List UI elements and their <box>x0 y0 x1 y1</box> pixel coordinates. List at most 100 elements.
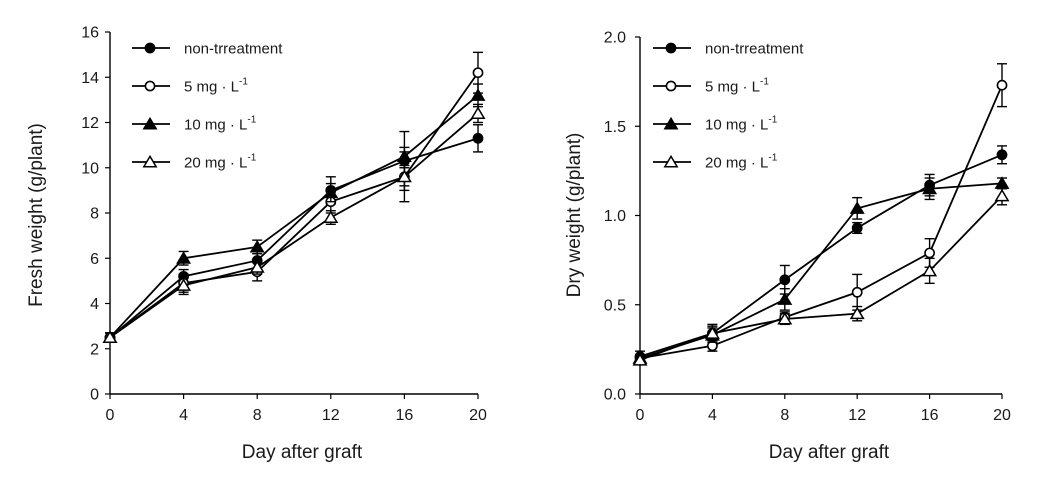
fresh-y-tick-label: 8 <box>90 206 99 223</box>
dry-data-point <box>996 149 1008 161</box>
fresh-data-point <box>396 149 412 162</box>
fresh-y-tick-label: 16 <box>81 25 99 42</box>
fresh-y-tick-label: 4 <box>90 296 99 313</box>
legend-label-text: non-trreatment <box>705 41 804 58</box>
fresh-x-axis-title: Day after graft <box>242 442 363 463</box>
dry-data-point <box>994 188 1010 202</box>
legend-marker <box>665 80 677 92</box>
fresh-data-point <box>102 330 118 343</box>
legend-marker <box>663 116 679 130</box>
dry-x-tick-label: 20 <box>993 407 1011 424</box>
dry-y-tick-label: 1.0 <box>604 208 626 225</box>
legend-label-text: 20 mg · L <box>184 155 247 172</box>
legend-label: 20 mg · L-1 <box>184 153 257 172</box>
dry-data-point <box>704 326 720 339</box>
dry-y-tick-label: 2.0 <box>604 30 626 47</box>
dry-y-tick-label: 1.5 <box>604 119 626 136</box>
legend-label-text: 10 mg · L <box>705 117 768 134</box>
fresh-data-point <box>472 132 484 144</box>
legend-label-exponent: -1 <box>247 153 256 164</box>
fresh-data-point <box>472 67 484 79</box>
fresh-weight-panel: 0 2 4 6 8 10 12 14 16 0 4 8 12 16 20 non-trreatment 5 mg… <box>26 25 487 464</box>
dry-data-point <box>849 306 865 320</box>
legend-label: 10 mg · L-1 <box>705 115 778 134</box>
dry-series-line <box>639 182 1003 360</box>
fresh-y-tick-label: 0 <box>90 387 99 404</box>
dry-data-point <box>851 222 863 234</box>
dry-y-tick-label: 0.0 <box>604 387 626 404</box>
fresh-x-tick-label: 12 <box>322 407 340 424</box>
legend-label: 10 mg · L-1 <box>184 115 257 134</box>
fresh-x-tick-label: 8 <box>253 407 262 424</box>
legend-label-exponent: -1 <box>247 115 256 126</box>
fresh-y-tick-label: 6 <box>90 251 99 268</box>
fresh-series-line <box>109 112 479 339</box>
fresh-series-3 <box>102 103 486 343</box>
dry-series-line <box>639 153 1003 358</box>
dry-data-point <box>632 353 648 366</box>
dry-x-tick-label: 8 <box>780 407 789 424</box>
fresh-x-tick-label: 0 <box>106 407 115 424</box>
fresh-series-1 <box>104 51 484 343</box>
dry-data-point <box>849 201 865 214</box>
legend-label: 5 mg · L-1 <box>705 77 769 96</box>
legend-marker <box>142 154 158 168</box>
legend-label-exponent: -1 <box>760 77 769 88</box>
dry-series-line <box>639 84 1003 360</box>
fresh-y-tick-label: 12 <box>81 115 99 132</box>
legend-label-exponent: -1 <box>768 115 777 126</box>
fresh-plot-area: 0 2 4 6 8 10 12 14 16 0 4 8 12 16 20 non-trreatment 5 mg… <box>81 25 487 425</box>
dry-series-1 <box>634 63 1008 364</box>
fresh-series-line <box>109 72 479 339</box>
fresh-y-tick-label: 10 <box>81 160 99 177</box>
legend-label: 20 mg · L-1 <box>705 153 778 172</box>
legend-label-text: 5 mg · L <box>184 79 239 96</box>
legend-marker <box>663 154 679 168</box>
legend-label-exponent: -1 <box>768 153 777 164</box>
dry-x-tick-label: 0 <box>636 407 645 424</box>
legend-label-text: 20 mg · L <box>705 155 768 172</box>
fresh-series-2 <box>102 83 486 343</box>
fresh-y-tick-label: 2 <box>90 341 99 358</box>
legend-label: non-trreatment <box>184 41 283 58</box>
dry-plot-area: 0.0 0.5 1.0 1.5 2.0 0 4 8 12 16 20 non-trreatment 5 … <box>604 30 1011 425</box>
fresh-data-point <box>323 185 339 199</box>
legend-marker <box>144 80 156 92</box>
fresh-data-point <box>396 169 412 183</box>
dry-data-point <box>996 79 1008 91</box>
dry-data-point <box>851 286 863 298</box>
legend-label: non-trreatment <box>705 41 804 58</box>
fresh-data-point <box>249 260 265 273</box>
fresh-series-line <box>109 137 479 339</box>
dry-x-tick-label: 4 <box>708 407 717 424</box>
legend-label-text: 10 mg · L <box>184 117 247 134</box>
legend-marker <box>665 42 677 54</box>
fresh-y-tick-label: 14 <box>81 70 99 87</box>
dry-data-point <box>922 263 938 277</box>
fresh-y-axis-title: Fresh weight (g/plant) <box>26 123 47 307</box>
fresh-data-point <box>176 251 192 264</box>
dry-data-point <box>922 181 938 195</box>
fresh-data-point <box>176 278 192 291</box>
dry-data-point <box>924 247 935 259</box>
dry-series-2 <box>632 176 1010 364</box>
legend-label-exponent: -1 <box>239 77 248 88</box>
legend-label-text: 5 mg · L <box>705 79 760 96</box>
dry-weight-panel: 0.0 0.5 1.0 1.5 2.0 0 4 8 12 16 20 non-trreatment 5 … <box>564 30 1011 464</box>
legend-marker <box>144 42 156 54</box>
fresh-x-tick-label: 16 <box>396 407 414 424</box>
fresh-x-tick-label: 4 <box>179 407 188 424</box>
dry-series-3 <box>632 186 1010 366</box>
legend-label: 5 mg · L-1 <box>184 77 248 96</box>
dry-x-tick-label: 12 <box>848 407 866 424</box>
dry-data-point <box>777 311 793 325</box>
dry-y-axis-title: Dry weight (g/plant) <box>564 133 585 298</box>
fresh-series-line <box>109 94 479 339</box>
fresh-x-tick-label: 20 <box>469 407 487 424</box>
dry-x-axis-title: Day after graft <box>769 442 890 463</box>
fresh-data-point <box>470 88 486 101</box>
dry-data-point <box>777 292 793 305</box>
